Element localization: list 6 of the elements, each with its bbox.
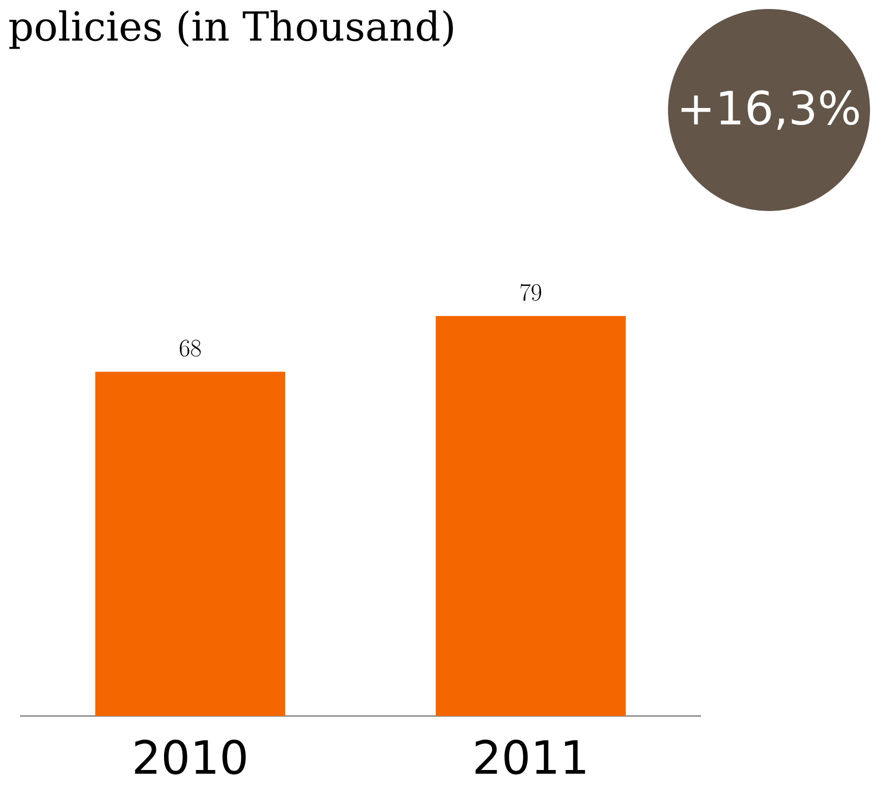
data-label: 79 [520, 284, 542, 301]
chart-title: policies (in Thousand) [9, 10, 453, 49]
x-tick-label: 2010 [135, 740, 246, 774]
text: +16,3% [682, 90, 859, 130]
x-tick-label: 2011 [476, 740, 586, 774]
data-label: 68 [180, 340, 201, 357]
